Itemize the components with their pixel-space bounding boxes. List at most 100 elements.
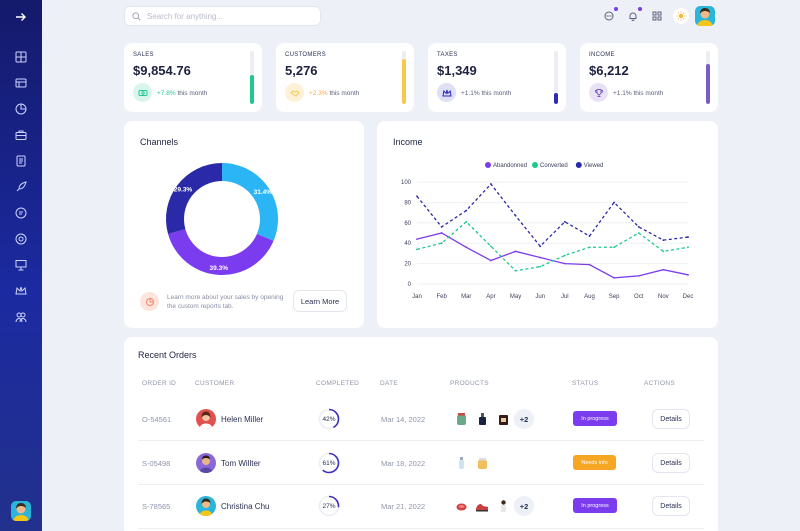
sidebar-item-chart-icon[interactable] [0, 96, 42, 122]
stat-level-bar [554, 51, 558, 104]
completion-ring [318, 495, 340, 517]
data-point [613, 246, 615, 249]
theme-toggle-sun-icon[interactable] [673, 8, 689, 24]
reports-promo-text: Learn more about your sales by opening t… [167, 294, 284, 310]
handshake-icon [285, 83, 304, 102]
stat-level-bar [402, 51, 406, 104]
details-button[interactable]: Details [652, 496, 690, 516]
messages-icon[interactable] [601, 7, 618, 24]
row-divider [138, 484, 704, 485]
status-badge: In progress [573, 498, 617, 513]
order-date: Mar 18, 2022 [381, 459, 426, 468]
donut-slice-label: 29.3% [174, 186, 193, 193]
stat-label: TAXES [437, 52, 458, 58]
stat-delta: +1.1% this month [613, 90, 664, 97]
x-tick-label: Sep [609, 294, 620, 300]
stat-level-bar [250, 51, 254, 104]
more-products-count[interactable]: +2 [514, 496, 534, 516]
col-header-date: DATE [380, 380, 399, 387]
data-point [687, 273, 689, 276]
y-tick-label: 20 [404, 262, 411, 268]
sidebar-item-rocket-icon[interactable] [0, 174, 42, 200]
learn-more-button[interactable]: Learn More [293, 290, 347, 312]
x-tick-label: Oct [634, 294, 644, 300]
series-line-viewed [416, 183, 689, 248]
stat-level-bar [706, 51, 710, 104]
data-point [514, 250, 517, 253]
product-figure-icon [495, 498, 511, 514]
sidebar-item-presentation-icon[interactable] [0, 252, 42, 278]
data-point [416, 248, 418, 251]
sidebar-item-users-icon[interactable] [0, 304, 42, 330]
data-point [465, 209, 468, 212]
data-point [588, 235, 591, 237]
donut-slice-2[interactable] [166, 163, 222, 234]
reports-promo: Learn more about your sales by opening t… [140, 289, 350, 315]
donut-slice-label: 39.3% [210, 265, 229, 272]
data-point [539, 245, 542, 248]
legend-label[interactable]: Viewed [584, 163, 604, 169]
sidebar [0, 0, 42, 531]
stat-label: INCOME [589, 52, 615, 58]
customer-name: Tom Willter [221, 459, 261, 468]
apps-grid-icon[interactable] [649, 8, 665, 24]
donut-slice-1[interactable] [168, 229, 274, 275]
data-point [588, 246, 591, 249]
x-tick-label: Aug [584, 294, 595, 300]
data-point [563, 262, 566, 265]
sidebar-avatar[interactable] [11, 501, 31, 521]
x-tick-label: Apr [486, 294, 495, 300]
data-point [687, 236, 689, 238]
data-point [490, 245, 492, 248]
expand-arrow-icon[interactable] [0, 0, 42, 34]
data-point [490, 259, 492, 262]
search-icon [132, 11, 141, 20]
user-avatar[interactable] [695, 6, 715, 26]
legend-label[interactable]: Converted [540, 163, 568, 169]
legend-marker [575, 162, 582, 168]
sidebar-item-document-icon[interactable] [0, 148, 42, 174]
sidebar-item-chat-icon[interactable] [0, 200, 42, 226]
x-tick-label: Nov [658, 294, 669, 300]
data-point [563, 220, 566, 223]
data-point [440, 242, 443, 245]
stat-label: CUSTOMERS [285, 52, 326, 58]
reports-promo-icon [140, 292, 159, 311]
data-point [687, 246, 689, 249]
completion-percent: 42% [322, 416, 336, 423]
y-tick-label: 40 [404, 241, 411, 247]
x-tick-label: Mar [461, 294, 471, 300]
channels-card: Channels 31.4% 39.3% 29.3% Learn more abou… [124, 121, 364, 328]
notifications-bell-icon[interactable] [625, 7, 642, 24]
product-honey-jar-icon [474, 455, 490, 471]
details-button[interactable]: Details [652, 453, 690, 473]
data-point [563, 254, 566, 257]
sidebar-item-dashboard-icon[interactable] [0, 44, 42, 70]
search-bar[interactable] [124, 6, 321, 26]
notifications-unread-dot [638, 7, 642, 11]
sidebar-item-briefcase-icon[interactable] [0, 122, 42, 148]
x-tick-label: Dec [683, 294, 694, 300]
crown-icon [437, 83, 456, 102]
income-line-chart: 0 20 40 60 80 100 Jan Feb Mar Apr May Jun Jul Aug Sep O… [401, 162, 694, 300]
channels-donut-chart: 31.4% 39.3% 29.3% [166, 163, 278, 275]
search-input[interactable] [147, 11, 307, 21]
sidebar-item-support-icon[interactable] [0, 226, 42, 252]
stat-delta: +1.1% this month [461, 90, 512, 97]
details-button[interactable]: Details [652, 409, 690, 429]
order-id: S-78565 [142, 502, 171, 511]
data-point [637, 225, 640, 228]
data-point [613, 276, 615, 279]
y-tick-label: 60 [404, 221, 411, 227]
data-point [613, 201, 615, 204]
data-point [440, 225, 443, 228]
legend-label[interactable]: Abandonned [493, 163, 527, 169]
sidebar-item-table-icon[interactable] [0, 70, 42, 96]
stat-value: $1,349 [437, 63, 477, 78]
legend-marker [532, 162, 538, 168]
sidebar-item-crown-icon[interactable] [0, 278, 42, 304]
more-products-count[interactable]: +2 [514, 409, 534, 429]
x-tick-label: Jan [412, 294, 422, 300]
x-tick-label: Jul [561, 294, 569, 300]
donut-slice-0[interactable] [222, 163, 278, 241]
